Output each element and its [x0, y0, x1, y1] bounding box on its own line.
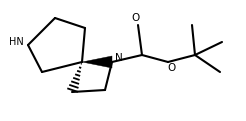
Text: HN: HN: [9, 37, 23, 47]
Polygon shape: [82, 56, 112, 68]
Text: N: N: [115, 53, 123, 63]
Text: O: O: [168, 63, 176, 73]
Text: O: O: [132, 13, 140, 23]
